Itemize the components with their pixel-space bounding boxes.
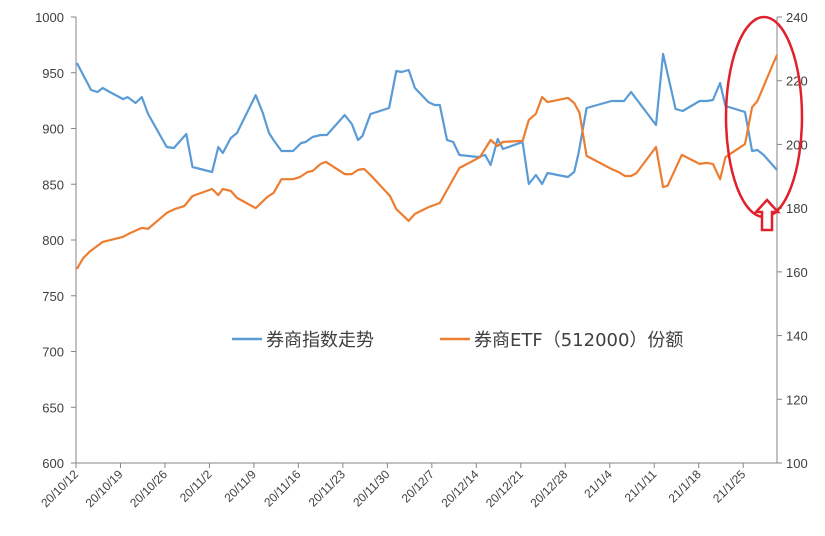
x-axis-tick-label: 20/11/9 xyxy=(221,467,259,505)
right-axis-tick-label: 120 xyxy=(786,392,808,407)
left-axis-tick-label: 800 xyxy=(42,233,64,248)
left-axis-tick-label: 900 xyxy=(42,122,64,137)
series-lines xyxy=(75,52,779,270)
left-axis-tick-label: 650 xyxy=(42,400,64,415)
x-axis-tick-label: 20/11/30 xyxy=(350,467,393,510)
x-axis-tick-label: 21/1/25 xyxy=(710,467,748,505)
left-axis-tick-label: 850 xyxy=(42,177,64,192)
left-axis-tick-label: 950 xyxy=(42,66,64,81)
highlight-annotation xyxy=(724,15,804,232)
x-axis-tick-label: 21/1/11 xyxy=(622,467,660,505)
x-axis-tick-label: 20/11/23 xyxy=(306,467,349,510)
legend-label-etf: 券商ETF（512000）份额 xyxy=(474,330,683,351)
right-axis-tick-label: 160 xyxy=(786,265,808,280)
left-axis-tick-label: 600 xyxy=(42,456,64,471)
right-axis-tick-label: 180 xyxy=(786,201,808,216)
right-axis-tick-label: 240 xyxy=(786,10,808,25)
series-line-etf xyxy=(75,54,779,270)
right-axis-tick-label: 220 xyxy=(786,74,808,89)
x-axis-tick-label: 20/10/12 xyxy=(38,467,81,510)
legend-label-index: 券商指数走势 xyxy=(266,330,374,351)
left-axis-tick-label: 700 xyxy=(42,345,64,360)
x-axis-tick-label: 20/10/26 xyxy=(127,467,170,510)
x-axis-tick-label: 20/12/28 xyxy=(527,467,570,510)
legend: 券商指数走势 券商ETF（512000）份额 xyxy=(232,330,683,351)
x-axis-tick-label: 20/12/21 xyxy=(483,467,526,510)
right-axis-tick-label: 100 xyxy=(786,456,808,471)
x-axis-tick-label: 20/10/19 xyxy=(83,467,126,510)
x-axis-tick-label: 20/11/2 xyxy=(177,467,215,505)
axes: 600 650 700 750 800 850 900 950 1000 100 120 140 160… xyxy=(35,10,808,510)
up-arrow-icon xyxy=(753,198,781,232)
left-axis-tick-label: 750 xyxy=(42,289,64,304)
right-axis-tick-label: 200 xyxy=(786,137,808,152)
x-axis-tick-label: 21/1/18 xyxy=(666,467,704,505)
series-line-index xyxy=(75,52,778,186)
x-axis-tick-label: 20/12/14 xyxy=(439,467,482,510)
highlight-ellipse xyxy=(724,15,804,219)
x-axis-tick-label: 20/11/16 xyxy=(261,467,304,510)
x-axis-tick-label: 21/1/4 xyxy=(581,467,615,501)
x-axis-tick-label: 20/12/7 xyxy=(399,467,437,505)
right-axis-tick-label: 140 xyxy=(786,329,808,344)
left-axis-tick-label: 1000 xyxy=(35,10,64,25)
